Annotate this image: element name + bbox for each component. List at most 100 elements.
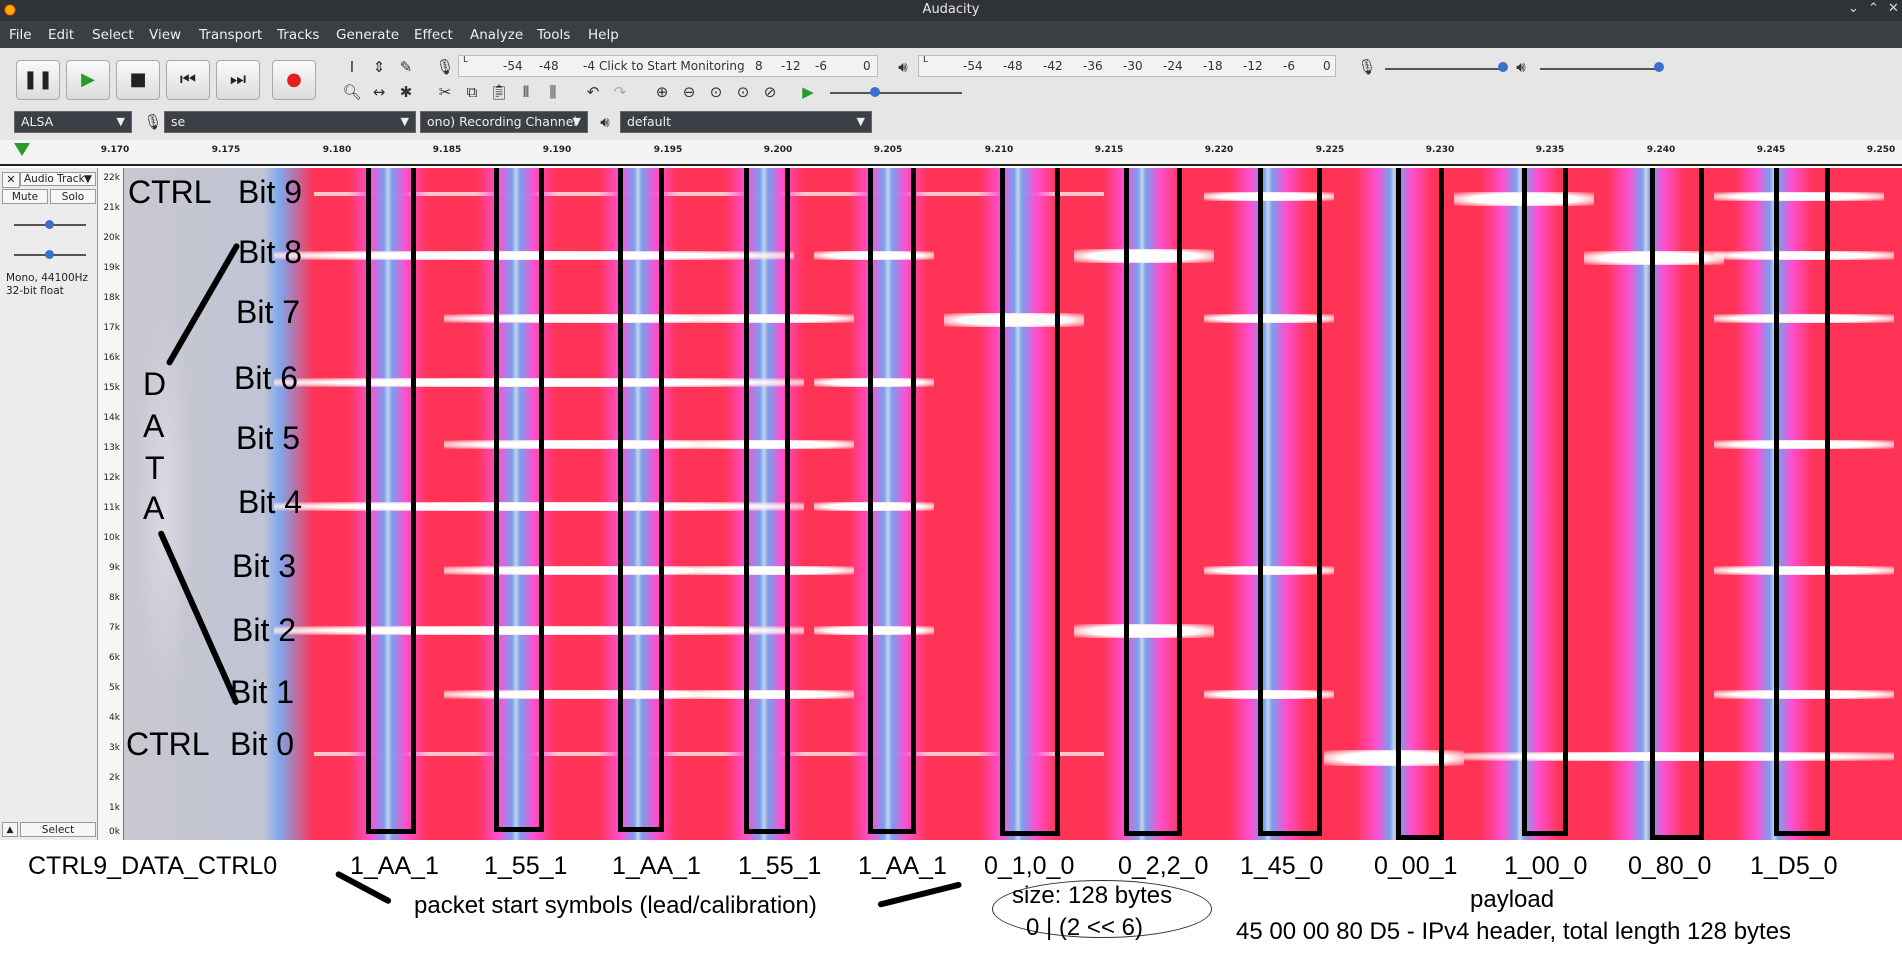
menu-view[interactable]: View [149, 27, 182, 43]
menu-tracks[interactable]: Tracks [277, 27, 320, 43]
fit-selection-icon[interactable]: ⊙ [709, 83, 723, 101]
symbol-box [618, 168, 664, 832]
maximize-icon[interactable]: ⌃ [1868, 1, 1879, 16]
trim-icon[interactable]: ⫴ [522, 83, 530, 101]
symbol-box [1522, 168, 1568, 836]
symbol-label: 0_1,0_0 [984, 852, 1075, 880]
tone-bit7-size [944, 313, 1084, 327]
bit8-label: Bit 8 [238, 234, 303, 270]
recording-volume-thumb[interactable] [1498, 62, 1508, 72]
skip-to-start-button[interactable]: ⏮ [166, 60, 210, 100]
select-label: Select [41, 824, 75, 836]
playback-meter[interactable]: L -54 -48 -42 -36 -30 -24 -18 -12 -6 0 [918, 55, 1336, 77]
play-at-speed-icon[interactable]: ▶ [802, 83, 814, 101]
mute-button[interactable]: Mute [2, 189, 48, 204]
zoom-in-icon[interactable]: ⊕ [655, 83, 669, 101]
cut-icon[interactable]: ✂ [438, 83, 452, 101]
multi-tool-icon[interactable]: ✱ [399, 83, 413, 101]
play-speed-slider[interactable] [830, 92, 962, 94]
collapse-track-button[interactable]: ▲ [2, 822, 18, 837]
audio-host-select[interactable]: ALSA ▼ [14, 111, 132, 133]
timeshift-tool-icon[interactable]: ↔ [372, 83, 386, 101]
pause-button[interactable]: ❚❚ [16, 60, 60, 100]
fit-project-icon[interactable]: ⊙ [736, 83, 750, 101]
ctrl9-band [314, 192, 1104, 196]
recording-device-value: se [171, 114, 186, 129]
pan-slider-thumb[interactable] [45, 250, 54, 259]
symbol-label: 1_00_0 [1504, 852, 1588, 880]
monitoring-prompt[interactable]: Click to Start Monitoring [599, 59, 745, 73]
play-button[interactable]: ▶ [66, 60, 110, 100]
menu-file[interactable]: File [9, 27, 32, 43]
play-meter-tick: -6 [1283, 59, 1295, 73]
playhead-icon[interactable] [14, 143, 30, 156]
record-button[interactable]: ● [272, 60, 316, 100]
zoom-tool-icon[interactable]: 🔍︎ [342, 83, 362, 101]
skip-end-icon: ⏭ [229, 69, 247, 90]
speaker-icon[interactable]: 🔊︎ [898, 58, 908, 76]
close-track-button[interactable]: ✕ [2, 172, 20, 188]
play-speed-thumb[interactable] [870, 87, 880, 97]
playback-device-select[interactable]: default ▼ [620, 111, 872, 133]
size-ellipse [992, 880, 1212, 938]
recording-channels-select[interactable]: ono) Recording Channel ▼ [420, 111, 588, 133]
ctrl0-band [314, 752, 1104, 756]
zoom-out-icon[interactable]: ⊖ [682, 83, 696, 101]
menu-transport[interactable]: Transport [199, 27, 263, 43]
menu-analyze[interactable]: Analyze [470, 27, 524, 43]
menu-generate[interactable]: Generate [336, 27, 400, 43]
track-format-info: Mono, 44100Hz [6, 272, 89, 284]
symbol-column [1102, 168, 1182, 840]
rec-meter-tick: -4 [583, 59, 595, 73]
solo-label: Solo [61, 191, 85, 203]
tone-bit7 [444, 314, 754, 323]
microphone-icon[interactable]: 🎙︎ [435, 58, 455, 76]
track-control-panel: ✕ Audio Track ▼ Mute Solo Mono, 44100Hz 3… [0, 168, 98, 840]
select-track-button[interactable]: Select [20, 822, 96, 837]
recording-device-select[interactable]: se ▼ [164, 111, 416, 133]
timeline-label: 9.170 [100, 145, 130, 155]
tone-bit5 [1714, 440, 1894, 449]
menu-select[interactable]: Select [92, 27, 134, 43]
frequency-ruler[interactable]: 22k 21k 20k 19k 18k 17k 16k 15k 14k 13k … [98, 168, 124, 840]
freq-label: 12k [103, 473, 120, 483]
stop-button[interactable]: ■ [116, 60, 160, 100]
envelope-tool-icon[interactable]: ⇕ [372, 58, 386, 76]
zoom-toggle-icon[interactable]: ⊘ [763, 83, 777, 101]
toolbar-area: ❚❚ ▶ ■ ⏮ ⏭ ● I ⇕ ✎ 🔍︎ ↔ ✱ 🎙︎ L -54 -48 -… [0, 48, 1902, 141]
recording-meter[interactable]: L -54 -48 -4 Click to Start Monitoring 8… [458, 55, 878, 77]
redo-icon[interactable]: ↷ [613, 83, 627, 101]
menu-help[interactable]: Help [588, 27, 619, 43]
menu-effect[interactable]: Effect [414, 27, 453, 43]
timeline-label: 9.185 [432, 145, 462, 155]
rec-meter-tick: -48 [539, 59, 559, 73]
menu-edit[interactable]: Edit [48, 27, 75, 43]
copy-icon[interactable]: ⧉ [466, 83, 478, 101]
close-icon[interactable]: ✕ [1888, 1, 1899, 16]
symbol-label: 1_D5_0 [1750, 852, 1838, 880]
symbol-column [978, 168, 1058, 840]
bit4-label: Bit 4 [238, 484, 303, 520]
tone-bit1 [1204, 690, 1334, 699]
playback-volume-thumb[interactable] [1654, 62, 1664, 72]
playback-volume-slider[interactable] [1540, 68, 1660, 70]
gain-slider-thumb[interactable] [45, 220, 54, 229]
play-icon: ▶ [81, 69, 95, 90]
silence-icon[interactable]: ⫼ [549, 83, 557, 101]
solo-button[interactable]: Solo [50, 189, 96, 204]
spectrogram-view[interactable] [124, 168, 1902, 840]
recording-channels-value: ono) Recording Channel [427, 114, 577, 129]
minimize-icon[interactable]: ⌄ [1848, 1, 1859, 16]
symbol-format-label: CTRL9_DATA_CTRL0 [28, 852, 278, 880]
skip-to-end-button[interactable]: ⏭ [216, 60, 260, 100]
track-name-menu[interactable]: Audio Track ▼ [20, 172, 96, 186]
selection-tool-icon[interactable]: I [349, 58, 355, 76]
menu-tools[interactable]: Tools [537, 27, 571, 43]
tone-bit7 [1204, 314, 1334, 323]
paste-icon[interactable]: 📋︎ [489, 83, 509, 101]
timeline-ruler[interactable]: 9.170 9.175 9.180 9.185 9.190 9.195 9.20… [0, 140, 1902, 166]
undo-icon[interactable]: ↶ [586, 83, 600, 101]
draw-tool-icon[interactable]: ✎ [399, 58, 413, 76]
data-letter: T [145, 450, 165, 486]
recording-volume-slider[interactable] [1385, 68, 1503, 70]
